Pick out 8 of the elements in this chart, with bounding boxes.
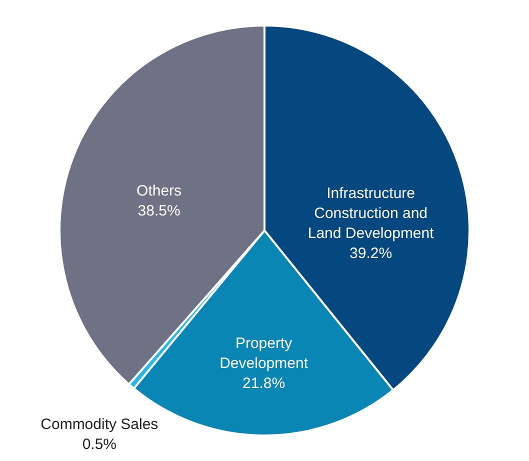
data-label: 39.2% bbox=[350, 244, 392, 262]
slice-label: Property Development bbox=[220, 335, 309, 372]
data-label: 21.8% bbox=[242, 375, 286, 392]
data-label: 38.5% bbox=[138, 202, 180, 220]
slice-label: Others bbox=[136, 182, 182, 200]
data-label: 0.5% bbox=[82, 436, 117, 453]
slice-label: Commodity Sales bbox=[40, 416, 158, 433]
slice-label: Infrastructure Construction and Land Development bbox=[308, 184, 435, 242]
